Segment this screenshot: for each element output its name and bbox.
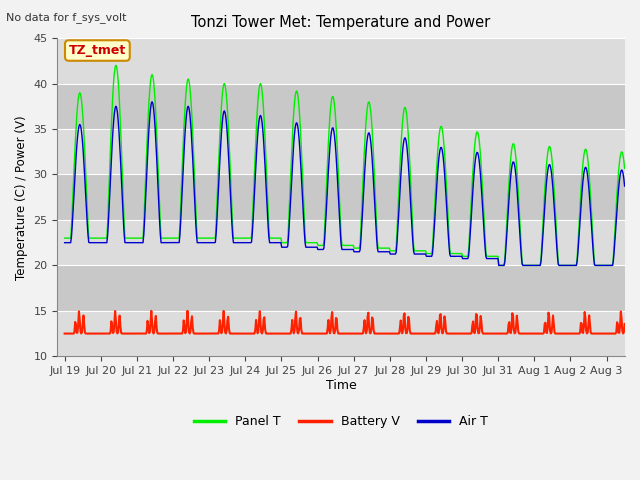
- Bar: [58, 38, 625, 84]
- Title: Tonzi Tower Met: Temperature and Power: Tonzi Tower Met: Temperature and Power: [191, 15, 491, 30]
- Bar: [58, 220, 625, 265]
- Text: No data for f_sys_volt: No data for f_sys_volt: [6, 12, 127, 23]
- Legend: Panel T, Battery V, Air T: Panel T, Battery V, Air T: [189, 410, 493, 433]
- Bar: [58, 265, 625, 311]
- Bar: [58, 175, 625, 220]
- Bar: [58, 129, 625, 175]
- X-axis label: Time: Time: [326, 379, 356, 392]
- Text: TZ_tmet: TZ_tmet: [68, 44, 126, 57]
- Bar: [58, 84, 625, 129]
- Bar: [58, 311, 625, 356]
- Y-axis label: Temperature (C) / Power (V): Temperature (C) / Power (V): [15, 115, 28, 279]
